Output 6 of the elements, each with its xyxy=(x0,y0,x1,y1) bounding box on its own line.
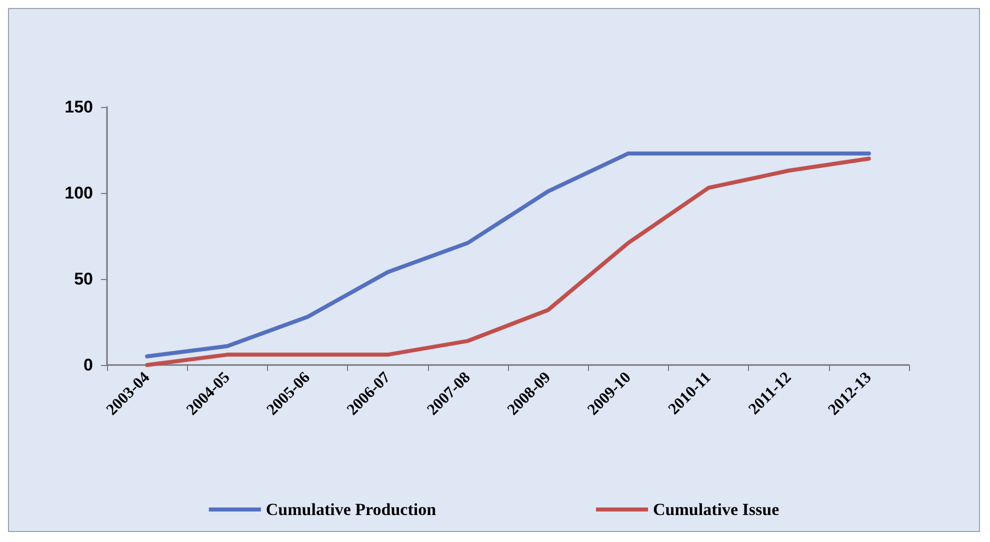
y-tick-label: 150 xyxy=(64,98,93,116)
legend-label: Cumulative Issue xyxy=(653,500,780,519)
y-tick-label: 100 xyxy=(64,184,93,202)
y-tick-label: 0 xyxy=(84,356,93,374)
legend-label: Cumulative Production xyxy=(266,500,437,519)
y-tick-label: 50 xyxy=(74,270,93,288)
